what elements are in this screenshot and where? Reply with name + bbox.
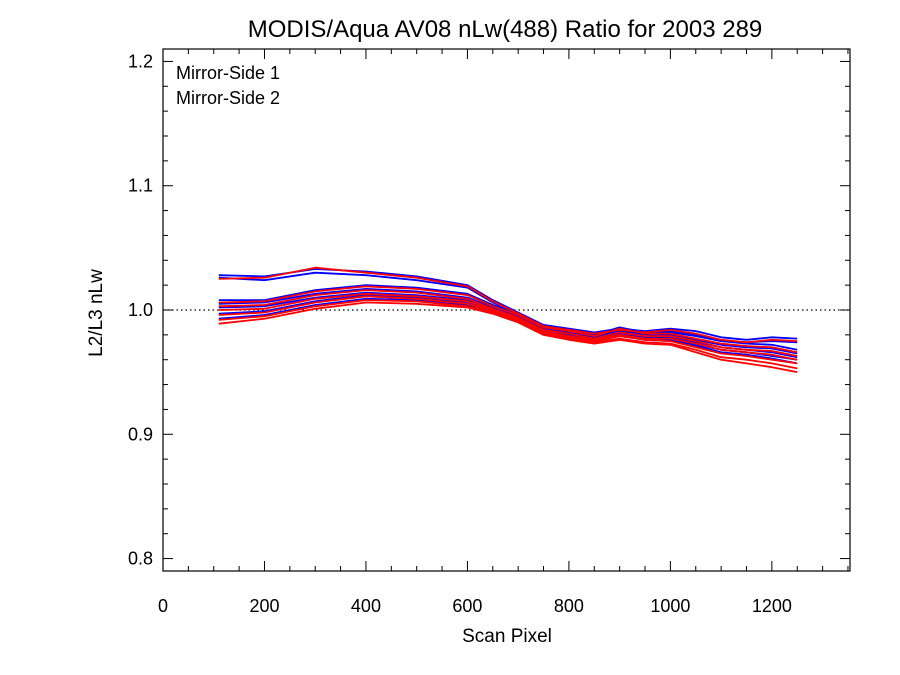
chart-title: MODIS/Aqua AV08 nLw(488) Ratio for 2003 … — [248, 16, 763, 43]
x-axis-label: Scan Pixel — [462, 626, 552, 647]
axis-tick-labels: 0 200 400 600 800 1000 1200 0.8 0.9 1.0 1.1 1.2 — [128, 51, 792, 616]
series-lines — [218, 266, 798, 373]
x-tick-label: 0 — [158, 596, 168, 616]
series-line-ms2-12 — [218, 299, 798, 370]
series-line-ms2-7 — [218, 266, 798, 344]
x-tick-label: 600 — [452, 596, 482, 616]
axis-ticks — [162, 49, 850, 571]
x-tick-label: 800 — [554, 596, 584, 616]
series-line-ms2-13 — [218, 301, 798, 373]
x-tick-label: 1200 — [752, 596, 792, 616]
x-tick-label: 1000 — [650, 596, 690, 616]
series-line-ms2-8 — [218, 285, 798, 354]
x-tick-label: 200 — [249, 596, 279, 616]
legend-entry-mirror-side-2: Mirror-Side 2 — [176, 88, 280, 108]
y-tick-label: 1.0 — [128, 300, 153, 320]
y-tick-label: 0.8 — [128, 549, 153, 569]
series-line-ms1-3 — [218, 287, 798, 355]
series-line-ms2-10 — [218, 292, 798, 361]
y-tick-label: 1.2 — [128, 51, 153, 71]
series-line-ms1-0 — [218, 268, 798, 341]
y-axis-label: L2/L3 nLw — [86, 269, 107, 357]
series-line-ms2-9 — [218, 289, 798, 357]
y-tick-label: 0.9 — [128, 424, 153, 444]
y-tick-label: 1.1 — [128, 176, 153, 196]
legend: Mirror-Side 1 Mirror-Side 2 — [176, 63, 280, 108]
series-line-ms2-11 — [218, 295, 798, 365]
legend-entry-mirror-side-1: Mirror-Side 1 — [176, 63, 280, 83]
x-tick-label: 400 — [351, 596, 381, 616]
